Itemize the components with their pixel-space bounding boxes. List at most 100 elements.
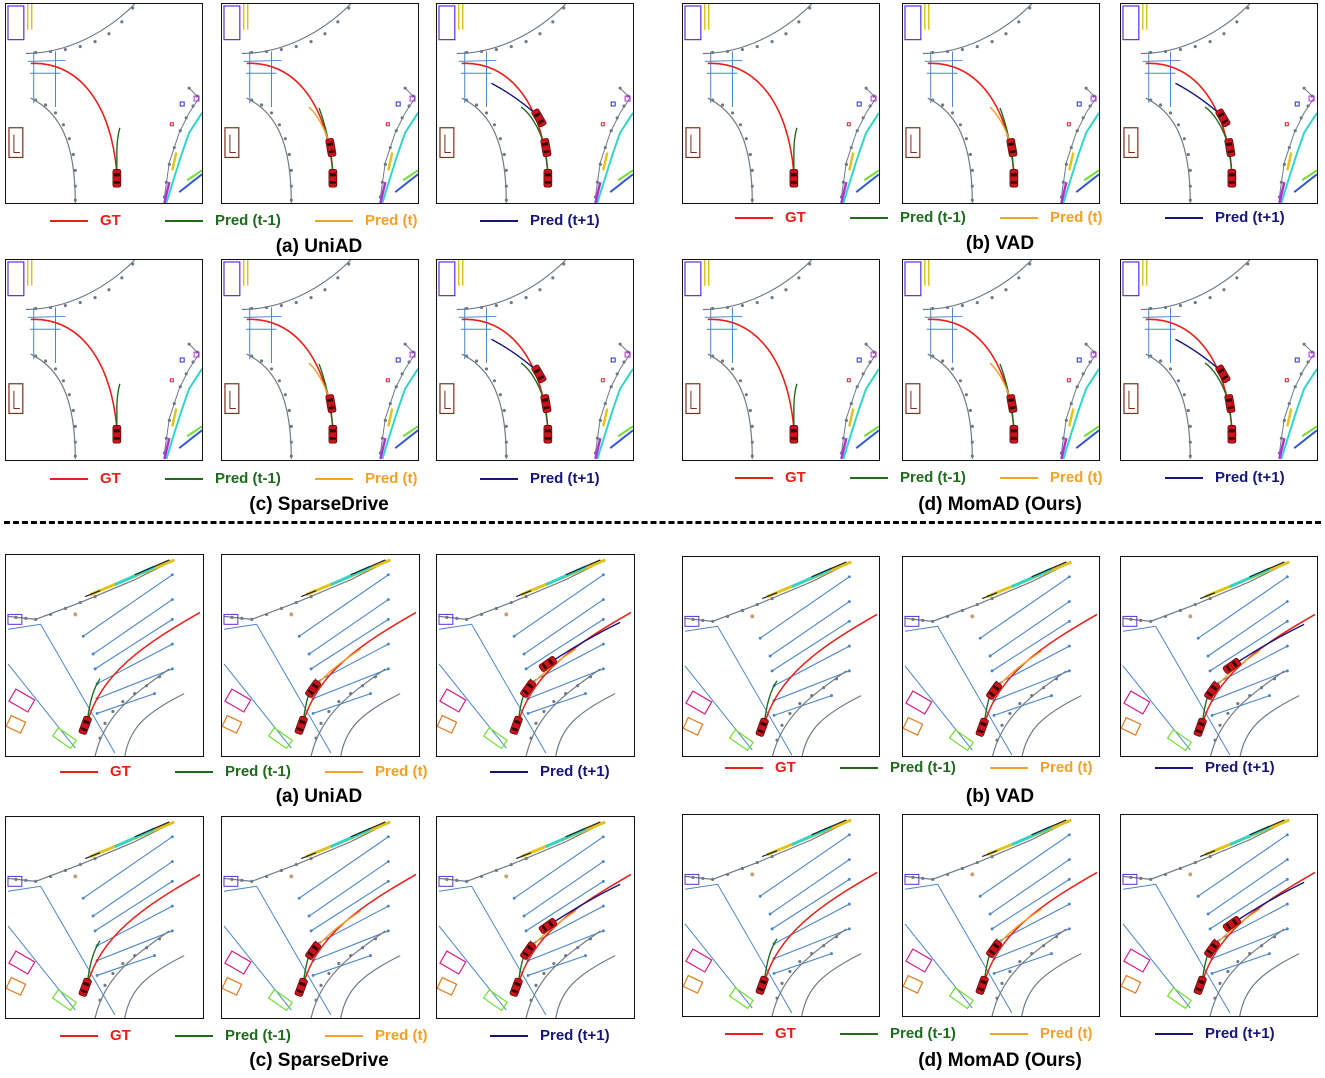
legend-swatch: [1155, 767, 1193, 769]
legend-label: Pred (t): [365, 212, 418, 229]
scene-svg: [438, 260, 633, 460]
legend: GT Pred (t-1) Pred (t) Pred (t+1): [725, 1024, 1285, 1044]
scene-panel-frame-2: [221, 554, 420, 757]
legend-swatch: [850, 477, 888, 479]
legend-swatch: [1155, 1033, 1193, 1035]
trajectory-layer: [707, 62, 799, 188]
scene-panel-frame-2: [902, 3, 1100, 204]
ego-vehicle: [540, 138, 552, 158]
ego-vehicle: [112, 425, 122, 444]
gt-trajectory: [763, 871, 878, 984]
ego-vehicle: [1227, 425, 1237, 444]
legend-swatch: [480, 220, 518, 222]
pred-prev-trajectory: [116, 383, 121, 429]
map-layer: [6, 820, 185, 1018]
map-layer: [903, 818, 1082, 1016]
scene-svg: [222, 558, 417, 756]
subfigure-caption: (b) VAD: [965, 786, 1035, 807]
legend-label: Pred (t-1): [900, 209, 966, 226]
legend-swatch: [490, 1035, 528, 1037]
scene-panel-frame-2: [221, 816, 420, 1019]
legend-swatch: [990, 1033, 1028, 1035]
ego-vehicle: [531, 108, 547, 128]
legend-label: GT: [775, 1025, 796, 1042]
ego-vehicle: [755, 975, 769, 995]
scene-panel-frame-2: [902, 556, 1100, 757]
ego-vehicle: [509, 715, 523, 735]
legend-label: Pred (t): [365, 470, 418, 487]
map-layer: [1121, 818, 1300, 1016]
legend-swatch: [990, 767, 1028, 769]
subfigure-caption: (a) UniAD: [275, 236, 363, 257]
legend-label: Pred (t): [1040, 1025, 1093, 1042]
ego-vehicle: [325, 138, 337, 158]
ego-vehicle: [1215, 364, 1231, 384]
legend-label: Pred (t+1): [530, 470, 600, 487]
scene-panel-frame-1: [682, 814, 880, 1017]
ego-vehicle: [305, 941, 321, 960]
gt-trajectory: [302, 873, 417, 986]
scene-svg: [1121, 818, 1316, 1016]
legend-label: GT: [100, 212, 121, 229]
trajectory-layer: [294, 611, 417, 735]
legend-swatch: [1165, 477, 1203, 479]
gt-trajectory: [763, 613, 878, 726]
legend-swatch: [1000, 477, 1038, 479]
legend: GT Pred (t-1) Pred (t) Pred (t+1): [735, 468, 1295, 488]
legend-label: Pred (t-1): [215, 470, 281, 487]
legend-swatch: [325, 1035, 363, 1037]
legend-swatch: [735, 217, 773, 219]
scene-panel-frame-3: [1120, 814, 1318, 1017]
gt-trajectory: [1201, 613, 1316, 726]
ego-vehicle: [531, 364, 547, 384]
legend-swatch: [315, 220, 353, 222]
subfigure-caption: (b) VAD: [965, 233, 1035, 254]
map-layer: [1121, 560, 1300, 756]
legend-label: Pred (t+1): [1215, 209, 1285, 226]
scene-panel-frame-1: [682, 259, 880, 461]
legend-label: Pred (t+1): [1205, 759, 1275, 776]
ego-vehicle: [328, 168, 338, 188]
scene-svg: [437, 558, 632, 756]
trajectory-layer: [461, 62, 553, 188]
scene-svg: [6, 558, 201, 756]
ego-vehicle: [1009, 425, 1019, 444]
legend-swatch: [480, 478, 518, 480]
subfigure-caption: (d) MomAD (Ours): [918, 1050, 1082, 1071]
legend-label: Pred (t+1): [1215, 469, 1285, 486]
trajectory-layer: [1193, 871, 1316, 995]
map-layer: [683, 560, 862, 756]
ego-vehicle: [1222, 915, 1242, 932]
subfigure-caption: (a) UniAD: [275, 786, 363, 807]
trajectory-layer: [509, 611, 632, 735]
scene-svg: [904, 4, 1099, 203]
legend-swatch: [725, 767, 763, 769]
legend-label: Pred (t): [1050, 469, 1103, 486]
scene-panel-frame-3: [436, 554, 635, 757]
scene-svg: [438, 4, 633, 203]
legend-label: Pred (t-1): [890, 1025, 956, 1042]
trajectory-layer: [246, 62, 338, 188]
subfigure-caption: (c) SparseDrive: [249, 1050, 389, 1071]
ego-vehicle: [540, 394, 552, 414]
pred-next-trajectory: [547, 621, 621, 665]
ego-vehicle: [986, 681, 1002, 700]
legend-label: Pred (t): [375, 763, 428, 780]
scene-svg: [683, 818, 878, 1016]
ego-vehicle: [294, 977, 308, 997]
legend-label: Pred (t-1): [890, 759, 956, 776]
ego-vehicle: [305, 679, 321, 698]
gt-trajectory: [707, 318, 795, 429]
scene-panel-frame-3: [1120, 259, 1318, 461]
map-layer: [904, 4, 1099, 203]
legend-swatch: [175, 771, 213, 773]
ego-vehicle: [543, 168, 553, 188]
legend-label: GT: [100, 470, 121, 487]
legend-label: Pred (t): [1050, 209, 1103, 226]
gt-trajectory: [30, 62, 118, 173]
scene-panel-frame-3: [436, 816, 635, 1019]
ego-vehicle: [1204, 939, 1220, 958]
scene-panel-frame-1: [5, 554, 204, 757]
ego-vehicle: [1193, 717, 1207, 737]
map-layer: [684, 260, 879, 460]
